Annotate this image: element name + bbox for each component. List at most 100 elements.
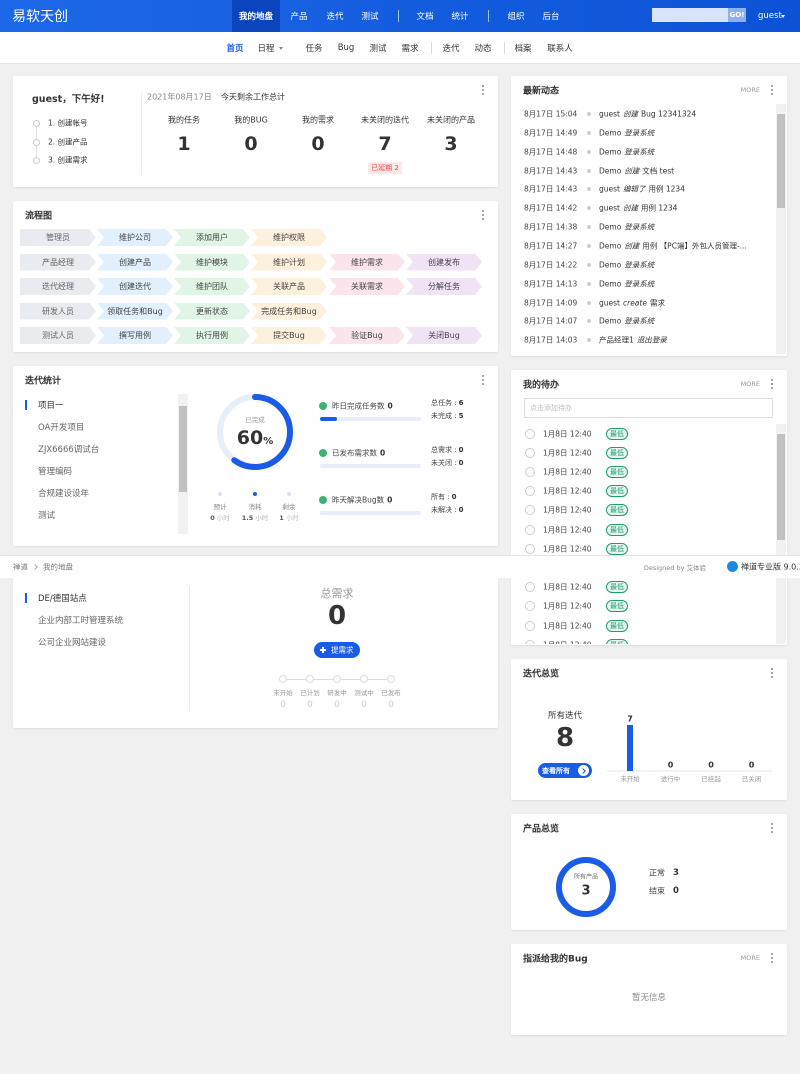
panel-menu[interactable] — [771, 383, 773, 385]
todo-checkbox[interactable] — [525, 543, 535, 554]
activity-text[interactable]: 产品经理1 退出登录 — [599, 335, 667, 346]
todo-time[interactable]: 1月8日 12:40 — [543, 544, 592, 554]
flow-step[interactable]: 分解任务 — [406, 278, 482, 295]
project-item[interactable]: 项目一 — [38, 401, 64, 411]
subnav-item[interactable]: 测试 — [369, 44, 387, 54]
activity-text[interactable]: guest create 需求 — [599, 297, 665, 308]
subnav-item[interactable]: 迭代 — [442, 44, 460, 54]
project-item[interactable]: 合规建设设年 — [38, 489, 90, 499]
flow-step[interactable]: 创建迭代 — [97, 278, 173, 295]
subnav-item[interactable]: 任务 — [305, 44, 323, 54]
flow-step[interactable]: 关联产品 — [251, 278, 327, 295]
flow-step[interactable]: 执行用例 — [174, 327, 250, 344]
more-link[interactable]: MORE — [740, 86, 760, 94]
nav-item[interactable]: 文档 — [416, 12, 434, 22]
flow-step[interactable]: 关闭Bug — [406, 327, 482, 344]
flow-step[interactable]: 验证Bug — [329, 327, 405, 344]
stat-value[interactable]: 0 — [311, 133, 325, 155]
activity-text[interactable]: guest 编辑了 用例 1234 — [599, 184, 685, 195]
search-button-bg[interactable] — [728, 8, 746, 22]
flow-step[interactable]: 提交Bug — [251, 327, 327, 344]
todo-time[interactable]: 1月8日 12:40 — [543, 505, 592, 515]
todo-time[interactable]: 1月8日 12:40 — [543, 621, 592, 630]
todo-time[interactable]: 1月8日 12:40 — [543, 486, 592, 496]
activity-text[interactable]: Demo 登录系统 — [599, 259, 654, 270]
subnav-item[interactable]: 日程 — [257, 44, 275, 54]
stat-label[interactable]: 我的任务 — [168, 115, 200, 125]
panel-menu[interactable] — [771, 957, 773, 959]
activity-text[interactable]: Demo 创建 用例 【PC端】外包人员管理-... — [599, 240, 747, 251]
activity-text[interactable]: Demo 创建 文档 test — [599, 165, 674, 176]
activity-text[interactable]: Demo 登录系统 — [599, 146, 654, 157]
flow-step[interactable]: 关联需求 — [329, 278, 405, 295]
todo-time[interactable]: 1月8日 12:40 — [543, 448, 592, 458]
subnav-item[interactable]: 档案 — [514, 44, 532, 54]
project-item[interactable]: ZJX6666调试台 — [38, 445, 100, 455]
flow-step[interactable]: 领取任务和Bug — [97, 303, 173, 320]
activity-text[interactable]: guest 创建 Bug 12341324 — [599, 109, 696, 120]
activity-text[interactable]: Demo 登录系统 — [599, 316, 654, 327]
project-item[interactable]: OA开发项目 — [38, 423, 85, 433]
flow-step[interactable]: 维护团队 — [174, 278, 250, 295]
activity-text[interactable]: Demo 登录系统 — [599, 127, 654, 138]
panel-menu[interactable] — [771, 672, 773, 674]
todo-checkbox[interactable] — [525, 620, 535, 631]
flow-step[interactable]: 撰写用例 — [97, 327, 173, 344]
flow-step[interactable]: 创建产品 — [97, 254, 173, 271]
step-text[interactable]: 1. 创建帐号 — [48, 118, 88, 128]
project-item[interactable]: 测试 — [38, 511, 56, 521]
panel-menu[interactable] — [482, 214, 484, 216]
flow-step[interactable]: 维护权限 — [251, 229, 327, 246]
subnav-item[interactable]: 首页 — [226, 44, 244, 54]
activity-text[interactable]: guest 创建 用例 1234 — [599, 203, 677, 214]
panel-menu[interactable] — [482, 89, 484, 91]
todo-time[interactable]: 1月8日 12:40 — [543, 467, 592, 477]
flow-step[interactable]: 维护模块 — [174, 254, 250, 271]
todo-time[interactable]: 1月8日 12:40 — [543, 601, 592, 611]
flow-step[interactable]: 更新状态 — [174, 303, 250, 320]
todo-checkbox[interactable] — [525, 428, 535, 439]
nav-item[interactable]: 统计 — [451, 12, 469, 22]
nav-item[interactable]: 迭代 — [326, 12, 344, 22]
nav-item[interactable]: 后台 — [542, 12, 560, 22]
flow-step[interactable]: 添加用户 — [174, 229, 250, 246]
panel-menu[interactable] — [771, 827, 773, 829]
user-menu[interactable]: guest — [758, 11, 782, 21]
stat-value[interactable]: 1 — [177, 133, 191, 155]
nav-item[interactable]: 组织 — [507, 12, 525, 22]
todo-time[interactable]: 1月8日 12:40 — [543, 525, 592, 534]
more-link[interactable]: MORE — [740, 954, 760, 962]
step-text[interactable]: 3. 创建需求 — [48, 155, 88, 165]
todo-time[interactable]: 1月8日 12:40 — [543, 639, 592, 644]
more-link[interactable]: MORE — [740, 380, 760, 388]
subnav-item[interactable]: 需求 — [401, 44, 419, 54]
todo-checkbox[interactable] — [525, 486, 535, 497]
todo-checkbox[interactable] — [525, 601, 535, 612]
nav-item[interactable]: 测试 — [361, 12, 379, 22]
project-item[interactable]: 管理编码 — [38, 467, 73, 477]
nav-item[interactable]: 我的地盘 — [238, 12, 274, 22]
subnav-item[interactable]: 联系人 — [547, 44, 573, 54]
panel-menu[interactable] — [482, 379, 484, 381]
product-item[interactable]: 企业内部工时管理系统 — [38, 616, 124, 626]
flow-step[interactable]: 创建发布 — [406, 254, 482, 271]
stat-label[interactable]: 未关闭的产品 — [427, 115, 475, 125]
breadcrumb-item[interactable]: 我的地盘 — [43, 562, 73, 572]
flow-step[interactable]: 维护需求 — [329, 254, 405, 271]
todo-time[interactable]: 1月8日 12:40 — [543, 429, 592, 438]
todo-checkbox[interactable] — [525, 582, 535, 593]
overdue-badge[interactable]: 已延期 2 — [368, 162, 402, 174]
todo-time[interactable]: 1月8日 12:40 — [543, 582, 592, 592]
stat-label[interactable]: 我的BUG — [234, 115, 268, 125]
subnav-item[interactable]: 动态 — [474, 44, 492, 54]
stat-value[interactable]: 7 — [378, 133, 392, 155]
activity-text[interactable]: Demo 登录系统 — [599, 278, 654, 289]
activity-text[interactable]: Demo 登录系统 — [599, 222, 654, 233]
nav-item[interactable]: 产品 — [290, 12, 308, 22]
stat-label[interactable]: 我的需求 — [302, 115, 334, 125]
add-requirement-button[interactable] — [314, 642, 360, 658]
stat-label[interactable]: 未关闭的迭代 — [361, 115, 409, 125]
todo-checkbox[interactable] — [525, 466, 535, 477]
todo-input[interactable] — [524, 398, 773, 418]
product-item[interactable]: DE/德国站点 — [38, 594, 87, 604]
